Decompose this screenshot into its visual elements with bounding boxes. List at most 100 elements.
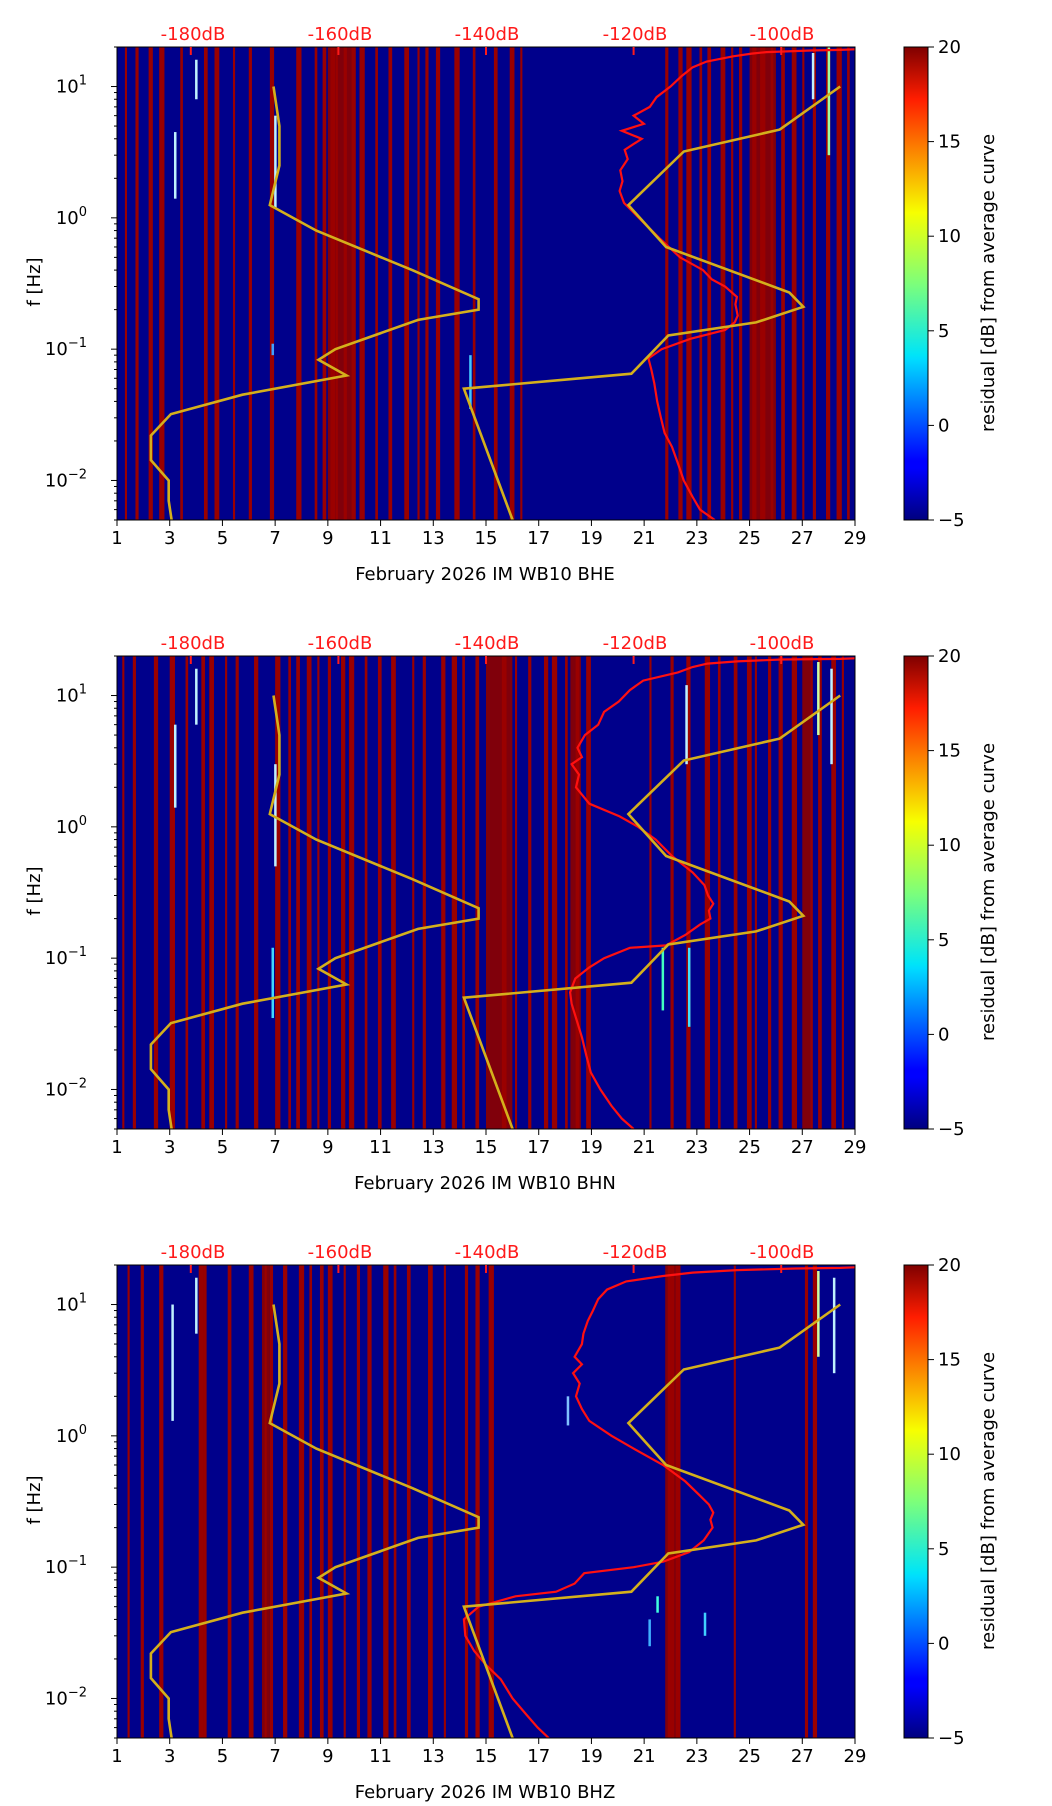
high-residual-stripe xyxy=(488,1265,494,1738)
high-residual-stripe xyxy=(670,656,674,1129)
x-tick-label: 29 xyxy=(844,528,867,549)
high-residual-stripe xyxy=(739,47,743,520)
x-tick-label: 15 xyxy=(475,1137,498,1158)
low-noise-model-line xyxy=(149,1304,480,1738)
x-tick-label: 13 xyxy=(422,528,445,549)
high-residual-stripe xyxy=(364,656,368,1129)
high-residual-stripe xyxy=(254,656,259,1129)
high-residual-stripe xyxy=(575,656,580,1129)
high-residual-stripe xyxy=(836,47,842,520)
top-db-label: -100dB xyxy=(750,1242,815,1263)
colorbar: 20 15 10 5 0 −5 residual [dB] from average cu… xyxy=(903,1255,999,1749)
top-db-label: -140dB xyxy=(455,1242,520,1263)
residual-blip xyxy=(648,1619,651,1647)
high-residual-stripe xyxy=(754,656,757,1129)
x-tick-label: 17 xyxy=(527,1746,550,1767)
colorbar-tick-label: 5 xyxy=(938,930,949,951)
x-tick-label: 9 xyxy=(322,1746,333,1767)
high-residual-stripe xyxy=(675,1265,681,1738)
high-residual-stripe xyxy=(375,47,378,520)
y-tick-exponent: 1 xyxy=(79,74,87,89)
heatmap-background xyxy=(117,1265,855,1738)
colorbar-tick-label: 15 xyxy=(938,132,961,153)
high-residual-stripe xyxy=(159,1265,164,1738)
y-tick-exponent: 0 xyxy=(79,1423,87,1438)
residual-blip xyxy=(811,53,815,100)
high-residual-stripe xyxy=(841,656,844,1129)
residual-blip xyxy=(195,668,198,725)
x-tick-label: 25 xyxy=(738,528,761,549)
high-residual-stripe xyxy=(670,1265,675,1738)
y-tick-label: 10−2 xyxy=(45,467,87,491)
high-residual-stripe xyxy=(812,1265,818,1738)
high-residual-stripe xyxy=(778,656,783,1129)
high-residual-stripe xyxy=(356,1265,361,1738)
high-residual-stripe xyxy=(667,1265,671,1738)
x-tick-label: 3 xyxy=(164,1137,175,1158)
high-residual-stripe xyxy=(831,656,837,1129)
high-residual-stripe xyxy=(351,47,356,520)
x-tick-label: 23 xyxy=(685,1137,708,1158)
residual-blip xyxy=(832,1277,836,1374)
residual-blip xyxy=(271,947,275,1019)
high-residual-stripe xyxy=(148,47,153,520)
high-residual-stripe xyxy=(180,47,183,520)
colorbar-tick-label: 5 xyxy=(938,321,949,342)
y-tick-exponent: −2 xyxy=(68,1685,87,1700)
high-residual-stripe xyxy=(391,656,396,1129)
high-residual-stripe xyxy=(528,656,532,1129)
x-tick-label: 19 xyxy=(580,528,603,549)
high-residual-stripe xyxy=(768,656,772,1129)
x-tick-label: 21 xyxy=(633,1137,656,1158)
x-tick-label: 21 xyxy=(633,1746,656,1767)
high-residual-stripe xyxy=(319,1265,324,1738)
high-residual-stripe xyxy=(232,47,236,520)
x-tick-label: 29 xyxy=(844,1746,867,1767)
colorbar-tick-label: 10 xyxy=(938,226,961,247)
high-residual-stripe xyxy=(227,1265,232,1738)
high-residual-stripe xyxy=(686,656,691,1129)
low-noise-model-line xyxy=(149,695,480,1129)
y-tick-exponent: −1 xyxy=(68,945,87,960)
top-db-label: -180dB xyxy=(161,1242,226,1263)
residual-blip xyxy=(271,343,275,356)
y-tick-label: 10−1 xyxy=(45,945,87,969)
colorbar-tick-label: 0 xyxy=(938,1024,949,1045)
high-residual-stripe xyxy=(135,47,139,520)
residual-blip xyxy=(830,668,833,765)
high-residual-stripe xyxy=(435,47,441,520)
residual-blip xyxy=(656,1596,659,1613)
colorbar-gradient xyxy=(903,1264,929,1739)
top-db-labels: -180dB -160dB -140dB -120dB -100dB xyxy=(161,1242,815,1263)
high-residual-stripe xyxy=(826,47,831,520)
residual-blip xyxy=(195,1277,198,1334)
residual-blip xyxy=(685,685,688,765)
high-residual-stripe xyxy=(377,656,382,1129)
high-residual-stripe xyxy=(818,656,822,1129)
residual-blip xyxy=(469,355,472,410)
high-residual-stripe xyxy=(686,47,692,520)
residual-blip xyxy=(173,132,177,199)
residual-blip xyxy=(195,59,198,100)
high-residual-stripe xyxy=(733,656,738,1129)
high-residual-stripe xyxy=(235,656,239,1129)
colorbar-tick-label: 10 xyxy=(938,835,961,856)
colorbar-label: residual [dB] from average curve xyxy=(978,134,999,432)
low-noise-model-line xyxy=(149,86,480,520)
high-residual-stripe xyxy=(791,656,798,1129)
high-residual-stripe xyxy=(296,47,302,520)
y-tick-exponent: 1 xyxy=(79,1292,87,1307)
high-residual-stripe xyxy=(462,656,465,1129)
x-tick-label: 15 xyxy=(475,1746,498,1767)
y-tick-label: 10−1 xyxy=(45,1554,87,1578)
y-tick-exponent: −1 xyxy=(68,1554,87,1569)
x-tick-label: 7 xyxy=(269,1746,280,1767)
high-residual-stripe xyxy=(327,1265,333,1738)
x-tick-label: 3 xyxy=(164,1746,175,1767)
x-tick-label: 29 xyxy=(844,1137,867,1158)
high-residual-stripe xyxy=(214,47,220,520)
x-axis-label: February 2026 IM WB10 BHE xyxy=(355,564,615,585)
